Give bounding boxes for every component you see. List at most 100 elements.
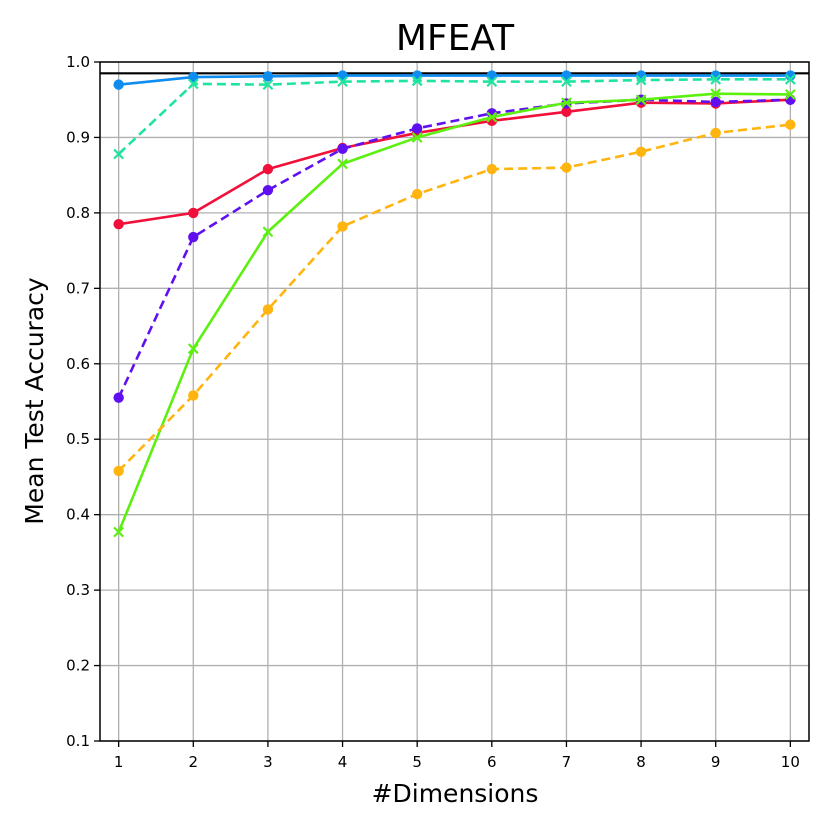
x-axis-ticks: 1 2 3 4 5 6 7 8 9 10 [114,741,800,771]
plot-area-frame [99,61,810,742]
chart-title: MFEAT [396,18,515,59]
x-marker-stroke [784,73,796,85]
series-red-solid-circle-point [188,207,199,219]
series-orange-dashed-circle-point [635,146,647,157]
series-purple-dashed-circle [113,94,796,403]
series-green-solid-x-point [710,88,722,100]
series-orange-dashed-circle-point [411,188,423,200]
series-teal-dashed-x [113,73,796,160]
x-marker-stroke [262,226,274,238]
series-red-solid-circle-line [118,98,791,226]
series-purple-dashed-circle-point [785,94,796,105]
series-purple-dashed-circle-point [710,96,721,108]
series-orange-dashed-circle-point [262,304,274,315]
series-green-solid-x-point [784,89,796,100]
series-teal-dashed-x-point [411,75,423,87]
series-green-solid-x-point [486,111,498,123]
series-green-solid-x [113,88,796,538]
series-red-solid-circle-point [262,163,274,175]
x-tick-label: 2 [189,753,199,771]
series-purple-dashed-circle-point [188,231,199,243]
x-marker-stroke [635,94,647,106]
y-axis-ticks: 0.1 0.2 0.3 0.4 0.5 0.6 0.7 0.8 0.9 1.0 [66,53,100,750]
series-orange-dashed-circle-point [113,465,124,477]
x-marker-stroke [710,73,722,85]
x-tick-label: 3 [263,753,273,771]
y-tick-label: 0.6 [66,355,90,373]
series-green-solid-x-point [337,158,348,170]
series-orange-dashed-circle-point [785,119,796,130]
series-orange-dashed-circle-point [561,162,572,173]
x-marker-stroke [784,89,796,100]
x-marker-stroke [561,97,572,109]
series-purple-dashed-circle-point [411,123,423,134]
y-tick-label: 0.8 [66,204,90,222]
series-orange-dashed-circle-line [117,123,791,472]
x-tick-label: 1 [114,753,124,771]
grid-layer [100,61,809,742]
series-teal-dashed-x-point [710,73,722,85]
y-tick-label: 0.3 [66,581,90,599]
series-teal-dashed-x-point [486,76,498,87]
series-purple-dashed-circle-point [262,185,274,196]
series-teal-dashed-x-point [784,73,796,85]
series-green-solid-x-line [117,92,791,533]
series-red-solid-circle-point [561,106,572,117]
x-marker-stroke [411,132,423,143]
x-marker-stroke [486,76,498,87]
x-tick-label: 6 [487,753,497,771]
x-marker-stroke [337,76,348,87]
series-green-solid-x-point [262,226,274,238]
series-orange-dashed-circle [113,119,796,477]
x-marker-stroke [635,74,647,86]
x-marker-stroke [486,111,498,123]
y-tick-label: 0.2 [66,657,90,675]
series-teal-dashed-x-point [113,148,125,160]
series-teal-dashed-x-point [561,76,572,87]
x-marker-stroke [187,343,199,355]
series-orange-dashed-circle-point [486,163,498,175]
x-tick-label: 5 [412,753,422,771]
series-blue-solid-circle-point [411,70,423,81]
x-marker-stroke [710,88,722,100]
x-tick-label: 7 [562,753,572,771]
series-green-solid-x-point [187,343,199,355]
x-marker-stroke [337,158,348,170]
x-marker-stroke [113,148,125,160]
series-orange-dashed-circle-point [188,390,199,401]
series-blue-solid-circle-point [188,71,199,83]
series-red-solid-circle [113,94,796,230]
series-green-solid-x-point [113,526,125,538]
y-tick-label: 1.0 [66,53,90,71]
series-red-solid-circle-point [113,219,124,230]
series-purple-dashed-circle-point [337,143,348,154]
series-teal-dashed-x-point [262,79,274,91]
x-tick-label: 4 [338,753,348,771]
y-tick-label: 0.4 [66,506,90,524]
x-marker-stroke [561,76,572,87]
x-tick-label: 9 [711,753,721,771]
x-marker-stroke [262,79,274,91]
y-axis-title: Mean Test Accuracy [20,277,49,525]
y-tick-label: 0.9 [66,128,90,146]
series-purple-dashed-circle-point [113,392,124,403]
x-tick-label: 10 [781,753,800,771]
y-tick-label: 0.1 [66,732,90,750]
x-axis-title: #Dimensions [372,779,539,808]
series-layer [113,70,796,538]
series-blue-solid-circle-point [262,71,274,82]
series-green-solid-x-point [635,94,647,106]
series-blue-solid-circle-point [113,79,124,90]
series-teal-dashed-x-point [635,74,647,86]
series-orange-dashed-circle-point [710,127,721,139]
series-teal-dashed-x-point [337,76,348,87]
y-tick-label: 0.5 [66,430,90,448]
series-orange-dashed-circle-point [337,221,348,232]
series-blue-solid-circle-line [118,74,791,86]
series-teal-dashed-x-line [117,78,791,155]
x-marker-stroke [113,526,125,538]
x-marker-stroke [187,78,199,90]
series-purple-dashed-circle-line [117,98,791,399]
series-green-solid-x-point [411,132,423,143]
